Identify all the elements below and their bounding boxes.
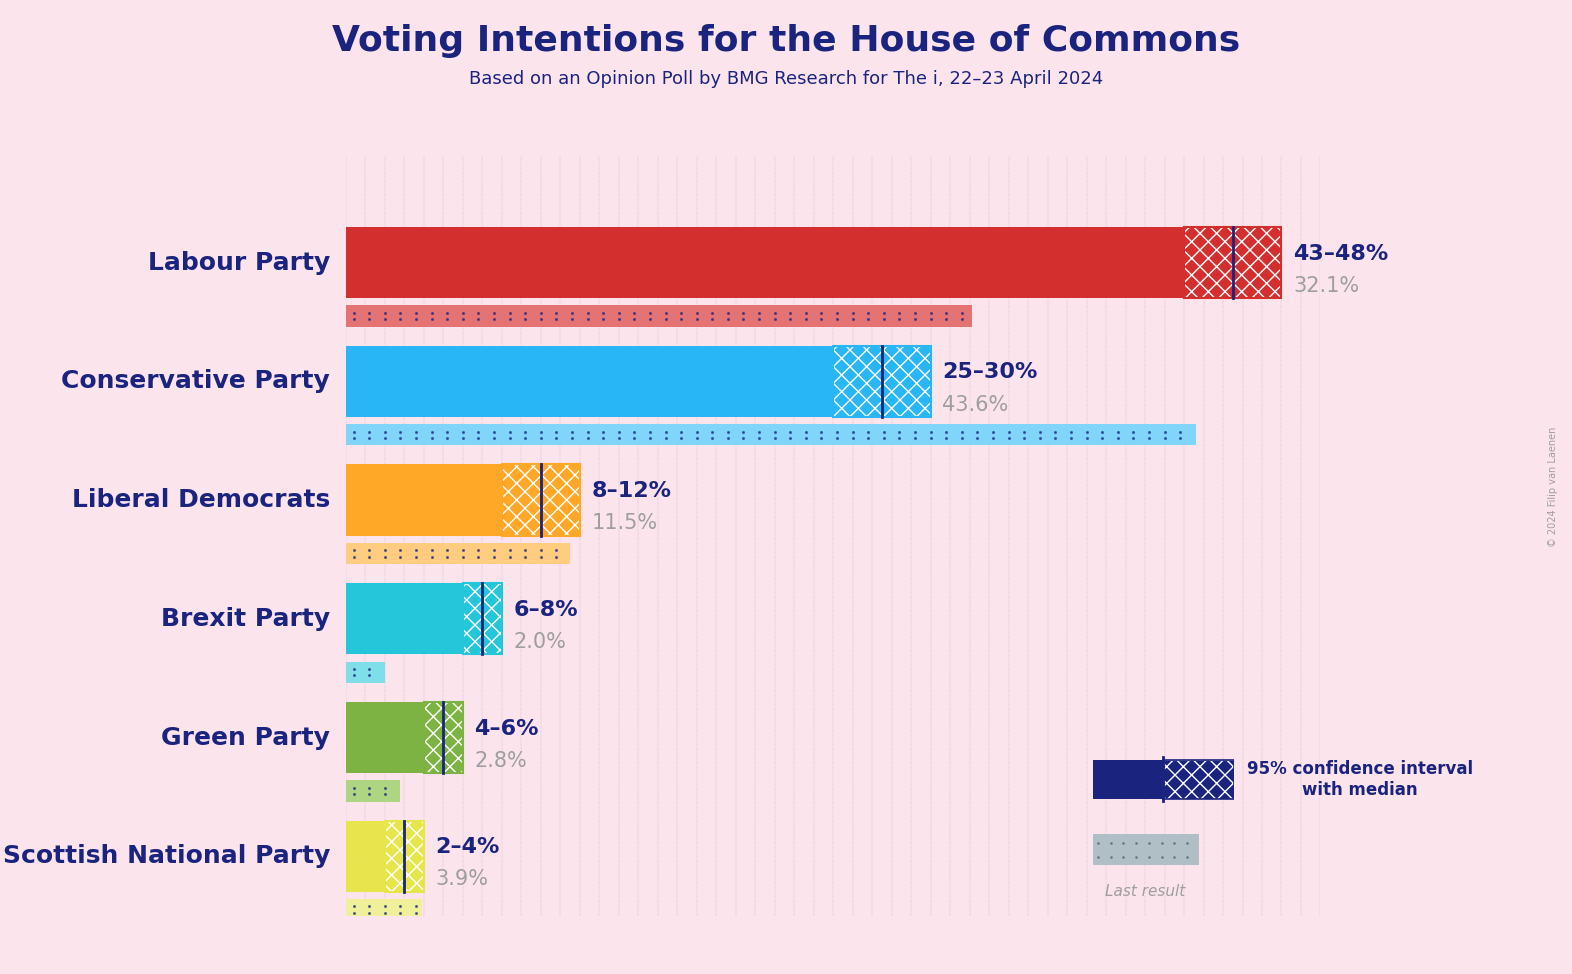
Bar: [833, 346, 931, 417]
Bar: [346, 227, 1184, 298]
Bar: [462, 583, 501, 655]
Bar: [346, 306, 971, 326]
Text: 43.6%: 43.6%: [942, 394, 1009, 415]
Bar: [346, 583, 462, 655]
Bar: [346, 820, 385, 892]
Text: Voting Intentions for the House of Commons: Voting Intentions for the House of Commo…: [332, 24, 1240, 58]
Bar: [346, 543, 571, 564]
Bar: [424, 702, 462, 773]
Text: 32.1%: 32.1%: [1294, 276, 1360, 296]
Text: 6–8%: 6–8%: [514, 600, 578, 619]
Bar: [462, 583, 501, 655]
Bar: [385, 820, 424, 892]
Text: Liberal Democrats: Liberal Democrats: [72, 488, 330, 512]
Bar: [346, 702, 424, 773]
Text: 43–48%: 43–48%: [1294, 244, 1388, 264]
Bar: [346, 465, 501, 536]
Bar: [346, 424, 1196, 445]
Text: 3.9%: 3.9%: [435, 870, 489, 889]
Bar: [385, 820, 424, 892]
Text: 25–30%: 25–30%: [942, 362, 1038, 383]
Bar: [1093, 760, 1163, 799]
Bar: [462, 583, 501, 655]
Bar: [424, 702, 462, 773]
Bar: [346, 780, 401, 802]
Text: 2.0%: 2.0%: [514, 632, 566, 652]
Text: Labour Party: Labour Party: [148, 250, 330, 275]
Bar: [833, 346, 931, 417]
Bar: [1163, 760, 1234, 799]
Bar: [1184, 227, 1281, 298]
Bar: [385, 820, 424, 892]
Text: Scottish National Party: Scottish National Party: [3, 844, 330, 868]
Bar: [833, 346, 931, 417]
Text: 11.5%: 11.5%: [591, 513, 657, 533]
Text: 8–12%: 8–12%: [591, 481, 671, 502]
Bar: [346, 346, 833, 417]
Bar: [1163, 760, 1234, 799]
Bar: [1184, 227, 1281, 298]
Text: Based on an Opinion Poll by BMG Research for The i, 22–23 April 2024: Based on an Opinion Poll by BMG Research…: [468, 70, 1104, 88]
Bar: [501, 465, 580, 536]
Text: Conservative Party: Conservative Party: [61, 369, 330, 393]
Bar: [346, 899, 421, 920]
Text: 95% confidence interval
with median: 95% confidence interval with median: [1247, 760, 1473, 799]
Bar: [501, 465, 580, 536]
Bar: [1163, 760, 1234, 799]
Bar: [501, 465, 580, 536]
Bar: [424, 702, 462, 773]
Text: Brexit Party: Brexit Party: [160, 607, 330, 631]
Bar: [1184, 227, 1281, 298]
Text: © 2024 Filip van Laenen: © 2024 Filip van Laenen: [1548, 427, 1558, 547]
Text: Green Party: Green Party: [162, 726, 330, 750]
Bar: [346, 661, 385, 683]
Text: 2–4%: 2–4%: [435, 838, 500, 857]
Text: Last result: Last result: [1105, 884, 1185, 899]
Text: 4–6%: 4–6%: [475, 719, 539, 738]
Text: 2.8%: 2.8%: [475, 751, 527, 770]
